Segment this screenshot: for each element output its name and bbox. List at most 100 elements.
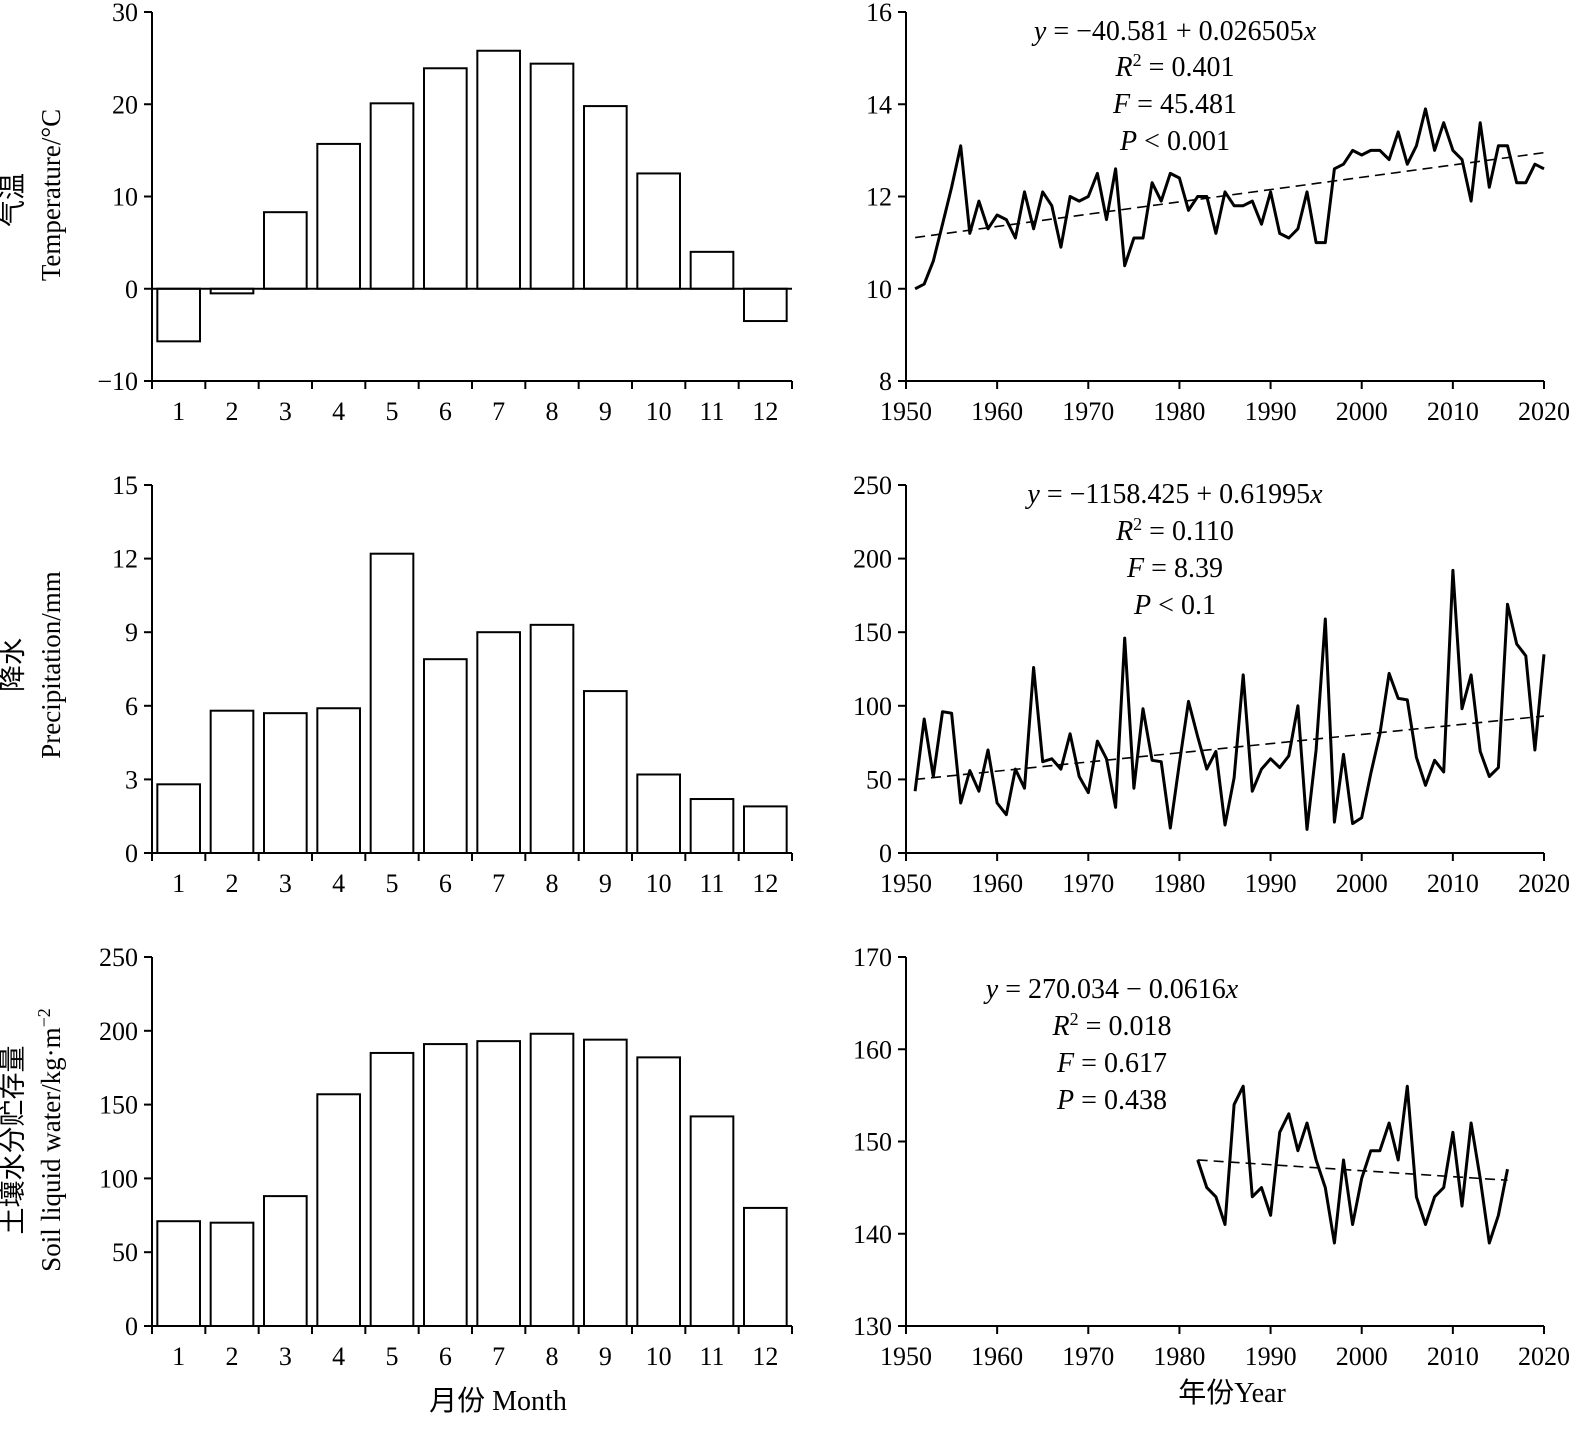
ylabel-cn: 土壤水分贮存量 bbox=[0, 1046, 28, 1235]
bar-month-8 bbox=[529, 1032, 575, 1327]
y-tick-label: 15 bbox=[112, 471, 138, 500]
regression-equation: y = −40.581 + 0.026505x R2 = 0.401 F = 4… bbox=[1031, 16, 1317, 157]
x-tick-label: 1990 bbox=[1245, 1342, 1297, 1371]
trend-line bbox=[1197, 1159, 1508, 1182]
x-tick-label: 1990 bbox=[1245, 869, 1297, 898]
x-tick-label: 8 bbox=[546, 397, 559, 426]
y-tick-label: 170 bbox=[853, 943, 892, 972]
x-tick-label: 2000 bbox=[1336, 869, 1388, 898]
x-tick-label: 10 bbox=[646, 869, 672, 898]
y-tick-label: 150 bbox=[853, 1128, 892, 1157]
x-tick-label: 10 bbox=[646, 1342, 672, 1371]
y-tick-label: 100 bbox=[853, 692, 892, 721]
y-tick-label: 250 bbox=[853, 471, 892, 500]
x-tick-label: 1970 bbox=[1062, 869, 1114, 898]
bar-month-9 bbox=[583, 690, 628, 855]
x-tick-label: 3 bbox=[279, 397, 292, 426]
bar-month-5 bbox=[369, 1051, 415, 1327]
y-tick-label: 200 bbox=[99, 1017, 138, 1046]
temperature-annual-line-panel: y = −40.581 + 0.026505x R2 = 0.401 F = 4… bbox=[866, 0, 1570, 426]
equation-r2: R2 = 0.018 bbox=[1052, 1009, 1172, 1042]
x-tick-label: 4 bbox=[332, 397, 345, 426]
equation-f: F = 8.39 bbox=[1126, 553, 1223, 584]
x-tick-label: 6 bbox=[439, 869, 452, 898]
bar-month-8 bbox=[529, 62, 575, 290]
bar-month-6 bbox=[423, 658, 468, 854]
x-tick-label: 4 bbox=[332, 1342, 345, 1371]
ylabel-cn: 降水 bbox=[0, 638, 28, 692]
regression-equation: y = 270.034 − 0.0616x R2 = 0.018 F = 0.6… bbox=[983, 974, 1239, 1116]
y-tick-label: 14 bbox=[866, 90, 892, 119]
x-tick-label: 1950 bbox=[880, 869, 932, 898]
x-tick-label: 9 bbox=[599, 869, 612, 898]
y-tick-label: 50 bbox=[866, 765, 892, 794]
bar-month-10 bbox=[636, 1056, 681, 1328]
bar-month-12 bbox=[743, 287, 788, 323]
y-tick-label: 0 bbox=[879, 839, 892, 868]
x-tick-label: 1980 bbox=[1153, 869, 1205, 898]
y-tick-label: 6 bbox=[125, 692, 138, 721]
series-line bbox=[1196, 1084, 1509, 1245]
bar-month-3 bbox=[263, 712, 308, 854]
y-tick-label: 50 bbox=[112, 1238, 138, 1267]
x-tick-label: 2020 bbox=[1518, 397, 1570, 426]
equation-y: y = 270.034 − 0.0616x bbox=[983, 974, 1239, 1005]
x-axis-label-year: 年份Year bbox=[1178, 1377, 1286, 1409]
x-tick-label: 10 bbox=[646, 397, 672, 426]
y-tick-label: 160 bbox=[853, 1035, 892, 1064]
y-tick-label: 250 bbox=[99, 943, 138, 972]
y-tick-label: 0 bbox=[125, 1312, 138, 1341]
bar-month-9 bbox=[583, 1038, 628, 1327]
bar-month-5 bbox=[369, 102, 415, 290]
y-tick-label: 150 bbox=[853, 618, 892, 647]
x-tick-label: 2 bbox=[226, 869, 239, 898]
equation-y: y = −40.581 + 0.026505x bbox=[1031, 16, 1317, 47]
x-tick-label: 2000 bbox=[1336, 397, 1388, 426]
x-tick-label: 2020 bbox=[1518, 1342, 1570, 1371]
bar-month-2 bbox=[209, 1221, 255, 1328]
y-tick-label: 12 bbox=[866, 183, 892, 212]
bar-month-4 bbox=[316, 142, 362, 290]
bar-month-5 bbox=[369, 552, 415, 855]
equation-f: F = 0.617 bbox=[1056, 1048, 1167, 1079]
series-line bbox=[913, 568, 1546, 831]
x-tick-label: 2010 bbox=[1427, 869, 1479, 898]
bar-month-7 bbox=[476, 1040, 522, 1327]
soil-water-monthly-bar-panel: 土壤水分贮存量 Soil liquid water/kg·m−2 0 50 100 1… bbox=[0, 943, 793, 1371]
bar-month-3 bbox=[263, 1195, 308, 1328]
ylabel-en: Soil liquid water/kg·m−2 bbox=[34, 1008, 66, 1272]
y-tick-label: 150 bbox=[99, 1091, 138, 1120]
bar-month-1 bbox=[156, 1220, 201, 1327]
bar-month-4 bbox=[316, 1093, 362, 1327]
y-tick-label: 3 bbox=[125, 765, 138, 794]
x-axis-label-month: 月份 Month bbox=[429, 1385, 567, 1417]
bar-month-3 bbox=[263, 211, 308, 290]
bar-month-2 bbox=[209, 709, 255, 854]
x-tick-label: 5 bbox=[386, 869, 399, 898]
y-tick-label: 10 bbox=[866, 275, 892, 304]
x-tick-label: 1980 bbox=[1153, 397, 1205, 426]
bar-month-10 bbox=[636, 773, 681, 855]
y-tick-label: 12 bbox=[112, 545, 138, 574]
y-tick-label: 20 bbox=[112, 90, 138, 119]
bar-month-7 bbox=[476, 631, 522, 855]
x-tick-label: 6 bbox=[439, 1342, 452, 1371]
x-tick-label: 7 bbox=[492, 397, 505, 426]
bar-month-6 bbox=[423, 67, 468, 290]
y-tick-label: 100 bbox=[99, 1164, 138, 1193]
ylabel-en: Precipitation/mm bbox=[36, 571, 66, 758]
soil-water-annual-line-panel: y = 270.034 − 0.0616x R2 = 0.018 F = 0.6… bbox=[853, 943, 1570, 1371]
bar-month-8 bbox=[529, 623, 575, 855]
x-tick-label: 1990 bbox=[1245, 397, 1297, 426]
x-tick-label: 11 bbox=[699, 869, 724, 898]
x-tick-label: 1970 bbox=[1062, 1342, 1114, 1371]
bar-month-12 bbox=[743, 1206, 788, 1328]
equation-r2: R2 = 0.401 bbox=[1115, 50, 1235, 83]
x-tick-label: 2000 bbox=[1336, 1342, 1388, 1371]
x-tick-label: 2 bbox=[226, 397, 239, 426]
x-tick-label: 1 bbox=[172, 397, 185, 426]
bar-month-1 bbox=[156, 287, 201, 343]
y-tick-label: 0 bbox=[125, 275, 138, 304]
